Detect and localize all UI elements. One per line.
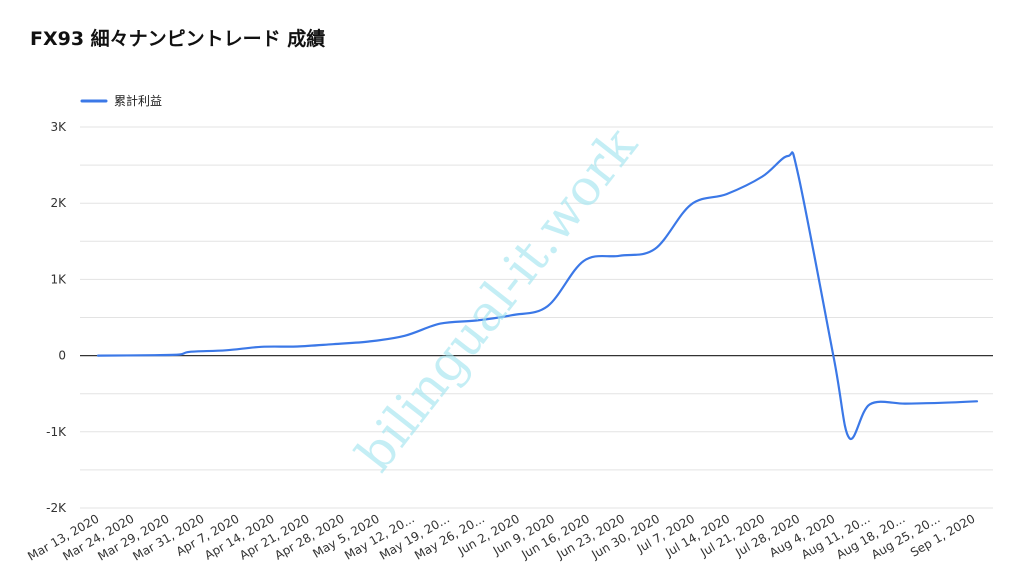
chart-title: FX93 細々ナンピントレード 成績 xyxy=(30,28,326,50)
legend: 累計利益 xyxy=(80,93,162,108)
watermark-text: bilingual-it.work xyxy=(345,116,649,482)
y-tick-label: 1K xyxy=(50,272,67,286)
y-tick-label: -1K xyxy=(46,425,67,439)
y-tick-label: 2K xyxy=(50,196,67,210)
series-line-cumulative-profit xyxy=(96,151,979,440)
series-cumulative-profit xyxy=(96,151,979,440)
y-tick-label: 0 xyxy=(58,349,66,363)
y-tick-label: -2K xyxy=(46,501,67,515)
gridlines xyxy=(80,126,993,509)
y-axis-tick-labels: 3K 2K 1K 0 -1K -2K xyxy=(46,120,67,515)
watermark: bilingual-it.work xyxy=(345,116,649,482)
y-tick-label: 3K xyxy=(50,120,67,134)
legend-label-cumulative-profit: 累計利益 xyxy=(114,93,162,108)
